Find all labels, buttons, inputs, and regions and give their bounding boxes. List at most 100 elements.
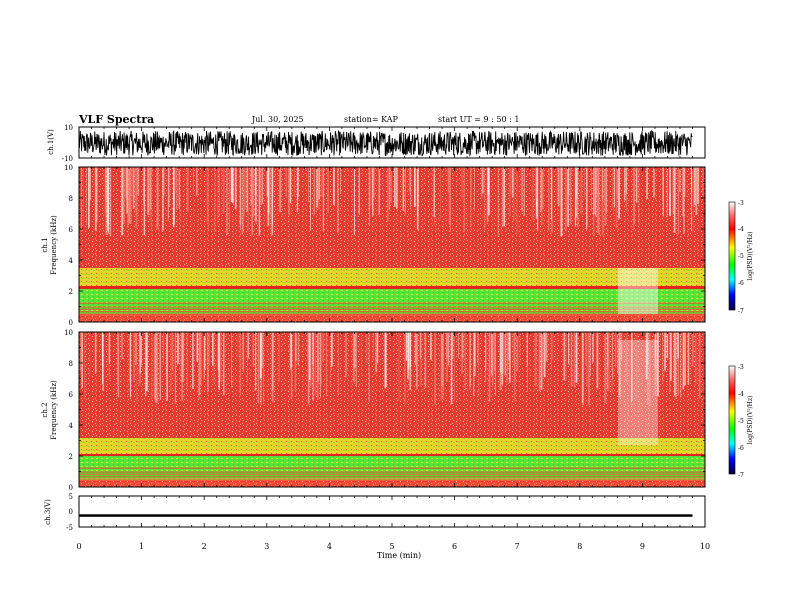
ch1-spectrogram-stripe xyxy=(173,167,175,225)
ch1-spectrogram-stripe xyxy=(179,167,181,236)
ch2-spectrogram-stripe xyxy=(218,332,220,390)
ch1-spectrogram-stripe xyxy=(135,167,138,229)
cb2-tick-m6: -6 xyxy=(738,445,744,452)
ch1-spectrogram-stripe xyxy=(186,167,189,213)
ch1-spectrogram-stripe xyxy=(673,167,676,233)
ch2-frequency-label: Frequency (kHz) xyxy=(50,380,58,440)
ch1-spectrogram-stripe xyxy=(390,167,392,203)
ch1-spectrogram-stripe xyxy=(121,167,124,236)
ch2-spectrogram-stripe xyxy=(654,332,656,361)
ch2-spectrogram-stripe xyxy=(446,332,448,359)
ch1-spectrogram-stripe xyxy=(255,167,257,223)
ch1-spectrogram-stripe xyxy=(271,167,274,235)
ch2-spectrogram-stripe xyxy=(80,332,82,367)
ch2-spectrogram-stripe xyxy=(204,332,206,370)
ch1-spectrogram-stripe xyxy=(574,167,576,226)
ch2-spectrogram-stripe xyxy=(596,332,598,390)
ch1-spectrogram-stripe xyxy=(596,167,597,195)
ch2-spectrogram-stripe xyxy=(322,332,324,363)
ch1-spectrogram-stripe xyxy=(461,167,463,200)
ch2-spectrogram-stripe xyxy=(488,332,491,403)
xtick-2: 2 xyxy=(202,542,207,551)
ch2-spectrogram-stripe xyxy=(405,332,408,361)
ch2-spectrogram-stripe xyxy=(543,332,546,378)
ch2-spectrogram-stripe xyxy=(384,332,387,389)
ch2-spectrogram-stripe xyxy=(550,332,552,370)
ch2-spectrogram-stripe xyxy=(450,332,453,405)
ch2-spectrogram-stripe xyxy=(181,332,183,401)
ch2-spectrogram-stripe xyxy=(674,332,677,398)
ch1-spectrogram-stripe xyxy=(626,167,627,212)
ch1-spectrogram-stripe xyxy=(510,167,512,195)
ch1-spectrogram-stripe xyxy=(402,167,404,211)
ch1-spectrogram-stripe xyxy=(679,167,681,193)
ch1-spectrogram-stripe xyxy=(697,167,700,205)
ch2-spectrogram-stripe xyxy=(670,332,672,381)
ch2-spectrogram-stripe xyxy=(501,332,504,385)
ch2-spectrogram-stripe xyxy=(319,332,321,398)
ch2-spectrogram-stripe xyxy=(662,332,664,383)
ch1-spectrogram-stripe xyxy=(672,167,674,214)
ch2-spectrogram-stripe xyxy=(695,332,697,384)
ch2-spectrogram-stripe xyxy=(117,332,120,398)
ch1-spectrogram-stripe xyxy=(417,167,419,216)
ch2-spectrogram-stripe xyxy=(535,332,537,360)
ch1-spectrogram-stripe xyxy=(535,167,538,218)
ch2-spectrogram-stripe xyxy=(669,332,671,393)
ch2-spectrogram-stripe xyxy=(237,332,239,359)
ch2-spectrogram-stripe xyxy=(320,332,322,385)
ch2-spectrogram-stripe xyxy=(242,332,245,373)
ch2-spectrogram-stripe xyxy=(198,332,200,400)
ch1-spectrogram-stripe xyxy=(373,167,375,198)
ch2-spectrogram-stripe xyxy=(478,332,480,397)
ch1-spectrogram-stripe xyxy=(240,167,242,235)
ch2-spectrogram-line-feature xyxy=(79,471,705,473)
ch1-spectrogram-stripe xyxy=(327,167,329,214)
ch2-spectrogram-stripe xyxy=(377,332,379,364)
ch1-spectrogram-stripe xyxy=(175,167,178,210)
ch2-spectrogram-stripe xyxy=(621,332,623,360)
ch2-spectrogram-stripe xyxy=(631,332,633,402)
ch2-spectrogram-stripe xyxy=(446,332,448,382)
ch1-spectrogram-stripe xyxy=(250,167,253,205)
ch1-spectrogram-stripe xyxy=(570,167,572,224)
ch1-spectrogram-stripe xyxy=(104,167,107,214)
ch1-spectrogram-stripe xyxy=(682,167,684,217)
ch2-spectrogram-stripe xyxy=(231,332,232,388)
ch1-spectrogram-stripe xyxy=(523,167,525,217)
ch1-spectrogram-stripe xyxy=(167,167,169,222)
ch1-waveform-panel: 10 -10 ch.1(V) xyxy=(47,124,706,163)
ch2-spectrogram-stripe xyxy=(166,332,168,401)
ch1-spectrogram-stripe xyxy=(320,167,323,197)
ch2-spectrogram-stripe xyxy=(309,332,311,380)
ch2-spectrogram-stripe xyxy=(619,332,621,398)
ch1-spectrogram-stripe xyxy=(487,167,490,216)
ch2-spectrogram-stripe xyxy=(352,332,355,383)
ch1-spectrogram-stripe xyxy=(258,167,261,236)
ch2-spectrogram-stripe xyxy=(140,332,142,365)
ch1-spectrogram-stripe xyxy=(150,167,152,232)
ch1-spectrogram-stripe xyxy=(410,167,412,208)
ch2-spectrogram-stripe xyxy=(317,332,319,400)
ch2-spectrogram-stripe xyxy=(526,332,528,366)
ch2-spectrogram-stripe xyxy=(581,332,584,403)
ch1-spectrogram-stripe xyxy=(558,167,560,207)
ch2-spectrogram-stripe xyxy=(331,332,333,367)
ch1-spectrogram-stripe xyxy=(486,167,489,223)
cb2-tick-m5: -5 xyxy=(738,418,744,425)
ch1-spectrogram-stripe xyxy=(317,167,319,208)
ch2-spectrogram-stripe xyxy=(108,332,111,364)
ch1-spectrogram-stripe xyxy=(417,167,419,231)
ch1-freq-tick-0: 0 xyxy=(69,319,73,327)
ch1-spectrogram-stripe xyxy=(595,167,597,217)
ch1-spectrogram-stripe xyxy=(107,167,109,234)
xtick-4: 4 xyxy=(327,542,332,551)
ch1-spectrogram-stripe xyxy=(296,167,298,213)
ch2-spectrogram-stripe xyxy=(440,332,442,401)
ch2-spectrogram-stripe xyxy=(195,332,197,362)
xtick-0: 0 xyxy=(76,542,81,551)
ch1-spectrogram-stripe xyxy=(440,167,441,220)
ch1-spectrogram-stripe xyxy=(379,167,380,214)
ch1-spectrogram-stripe xyxy=(646,167,648,199)
ch1-spectrogram-stripe xyxy=(513,167,515,221)
